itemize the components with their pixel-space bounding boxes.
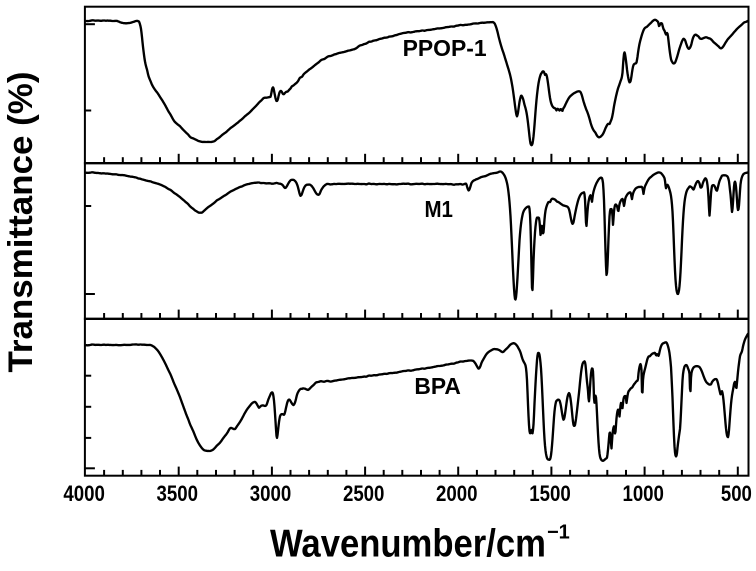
svg-text:3000: 3000 [250, 481, 292, 506]
svg-text:2500: 2500 [343, 481, 385, 506]
svg-text:2000: 2000 [436, 481, 478, 506]
svg-text:Wavenumber/cm: Wavenumber/cm [270, 523, 546, 566]
svg-text:500: 500 [721, 481, 752, 506]
svg-text:PPOP-1: PPOP-1 [403, 35, 487, 61]
svg-text:Transmittance (%): Transmittance (%) [2, 72, 40, 373]
svg-text:−1: −1 [547, 522, 570, 544]
svg-text:3500: 3500 [157, 481, 199, 506]
svg-text:1500: 1500 [529, 481, 571, 506]
svg-text:M1: M1 [424, 196, 453, 222]
svg-text:BPA: BPA [414, 373, 461, 399]
svg-text:4000: 4000 [63, 481, 105, 506]
svg-text:1000: 1000 [622, 481, 664, 506]
